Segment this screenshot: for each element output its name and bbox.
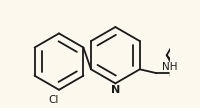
Text: NH: NH: [162, 63, 177, 72]
Text: N: N: [111, 85, 120, 95]
Text: Cl: Cl: [49, 95, 59, 105]
